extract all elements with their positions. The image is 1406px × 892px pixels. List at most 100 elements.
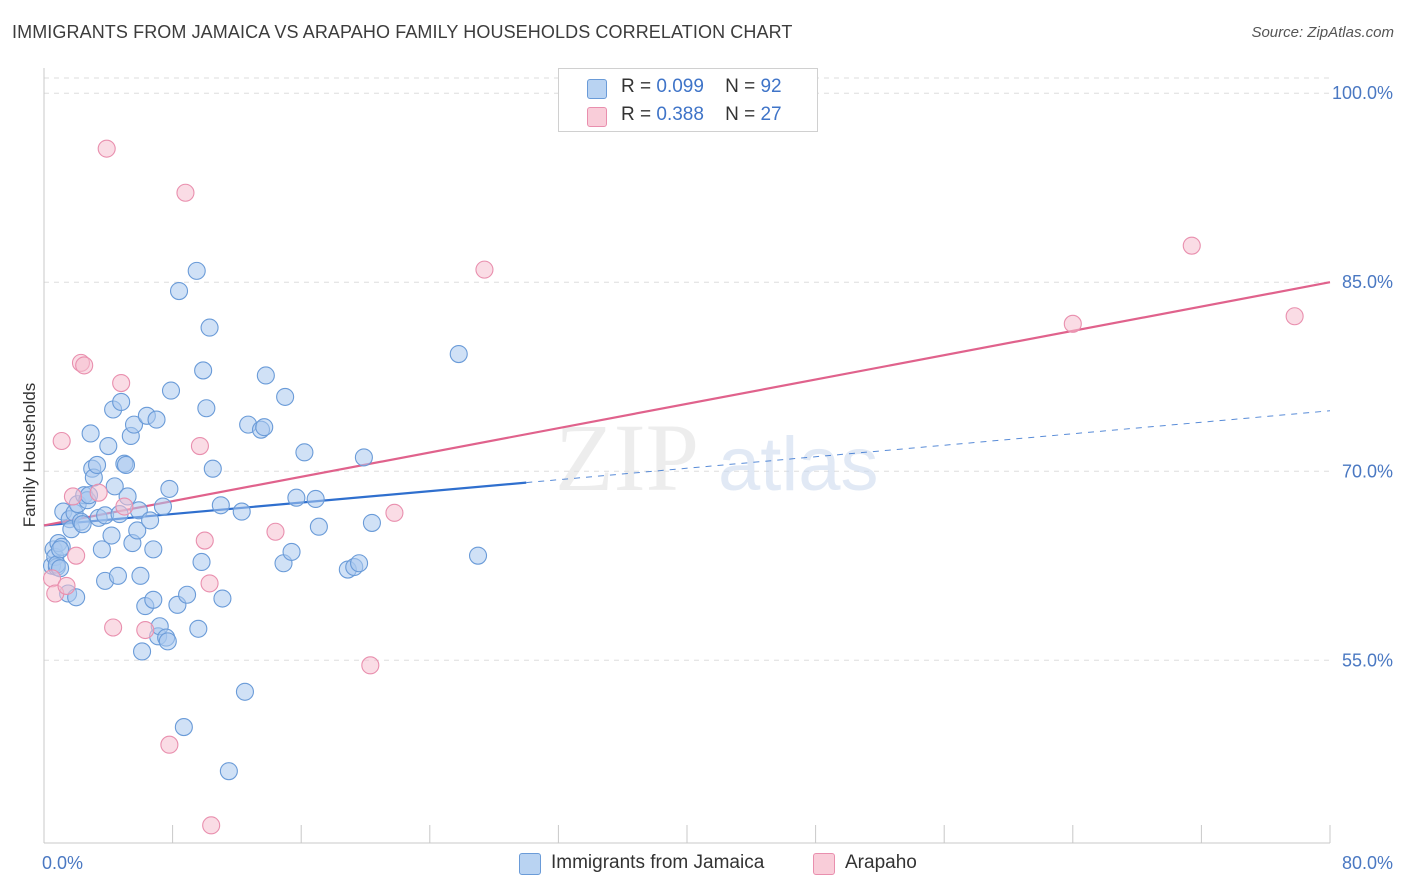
point-arapaho-2: [52, 431, 71, 451]
point-arapaho-11: [112, 373, 131, 393]
point-arapaho-25: [1182, 236, 1201, 255]
point-arapaho-14: [160, 735, 179, 754]
point-jamaica-74: [235, 682, 254, 701]
point-jamaica-89: [354, 448, 373, 467]
point-jamaica-70: [211, 496, 230, 515]
point-jamaica-62: [178, 585, 197, 604]
point-arapaho-20: [266, 522, 285, 541]
point-arapaho-8: [89, 483, 108, 502]
point-jamaica-51: [147, 410, 166, 429]
point-jamaica-26: [92, 540, 111, 559]
point-jamaica-68: [200, 318, 219, 337]
point-jamaica-56: [158, 632, 177, 651]
source-credit: Source: ZipAtlas.com: [1251, 24, 1394, 41]
point-jamaica-8: [51, 540, 70, 559]
point-jamaica-48: [141, 511, 160, 530]
point-jamaica-50: [144, 540, 163, 559]
legend-row-jamaica: R = 0.099 N = 92: [559, 73, 817, 101]
point-jamaica-63: [187, 261, 206, 280]
point-jamaica-54: [153, 497, 173, 516]
bottom-legend-swatch-jamaica: [519, 853, 541, 875]
point-jamaica-57: [160, 479, 179, 498]
point-jamaica-33: [108, 566, 127, 585]
point-arapaho-4: [63, 487, 82, 506]
y-tick-label-85: 85.0%: [1342, 272, 1393, 292]
trend-line-arapaho: [43, 281, 1331, 527]
point-jamaica-71: [213, 589, 232, 608]
point-jamaica-45: [133, 642, 152, 661]
x-tick-label-max: 80.0%: [1342, 853, 1393, 873]
y-tick-label-55: 55.0%: [1342, 650, 1393, 670]
point-jamaica-30: [102, 526, 121, 545]
point-arapaho-17: [195, 531, 214, 550]
point-jamaica-49: [144, 590, 163, 609]
legend: R = 0.099 N = 92 R = 0.388 N = 27: [558, 68, 818, 132]
legend-n-label: N =: [725, 104, 756, 125]
point-jamaica-66: [194, 361, 213, 380]
point-jamaica-85: [309, 517, 328, 536]
point-jamaica-69: [203, 459, 222, 478]
point-jamaica-72: [219, 762, 238, 781]
point-jamaica-65: [192, 552, 211, 572]
point-jamaica-17: [73, 515, 92, 534]
point-jamaica-78: [256, 366, 275, 385]
point-arapaho-3: [57, 576, 76, 595]
x-tick-label-min: 0.0%: [42, 853, 83, 873]
point-jamaica-84: [306, 489, 325, 509]
axes: [43, 68, 1331, 844]
legend-n-value-arapaho: 27: [760, 104, 782, 125]
bottom-legend-label-jamaica: Immigrants from Jamaica: [551, 852, 765, 873]
points-immigrants-from-jamaica: [42, 261, 488, 781]
point-jamaica-77: [255, 418, 274, 437]
point-arapaho-15: [176, 183, 195, 202]
legend-n-label: N =: [725, 76, 756, 97]
legend-r-value-jamaica: 0.099: [656, 76, 704, 97]
point-jamaica-58: [161, 381, 181, 400]
legend-r-label: R =: [621, 104, 652, 125]
point-arapaho-22: [385, 503, 404, 522]
point-jamaica-92: [468, 546, 488, 565]
point-arapaho-19: [202, 816, 221, 835]
point-jamaica-83: [295, 443, 314, 462]
point-jamaica-24: [87, 455, 107, 475]
point-jamaica-35: [112, 392, 131, 411]
tick-labels: 55.0% 70.0% 85.0% 100.0% 0.0% 80.0%: [42, 83, 1393, 873]
point-jamaica-90: [362, 513, 381, 532]
point-arapaho-7: [75, 356, 94, 375]
point-arapaho-23: [475, 260, 494, 279]
gridlines: [44, 77, 1330, 661]
point-jamaica-32: [105, 477, 124, 496]
point-jamaica-80: [276, 387, 295, 406]
y-tick-label-100: 100.0%: [1332, 83, 1393, 103]
trend-line-jamaica-extension: [526, 410, 1331, 484]
point-jamaica-29: [99, 436, 118, 456]
point-arapaho-12: [115, 497, 134, 516]
chart-title: IMMIGRANTS FROM JAMAICA VS ARAPAHO FAMIL…: [12, 22, 793, 42]
point-jamaica-81: [282, 542, 301, 561]
point-jamaica-21: [81, 424, 100, 443]
point-jamaica-67: [197, 399, 216, 418]
point-arapaho-21: [361, 656, 380, 675]
point-jamaica-64: [189, 619, 208, 638]
point-arapaho-26: [1285, 307, 1304, 326]
legend-r-label: R =: [621, 76, 652, 97]
legend-n-value-jamaica: 92: [760, 76, 782, 97]
points-arapaho: [42, 139, 1304, 835]
point-jamaica-82: [287, 488, 306, 507]
legend-row-arapaho: R = 0.388 N = 27: [559, 101, 817, 129]
bottom-legend-label-arapaho: Arapaho: [845, 852, 917, 873]
point-jamaica-61: [174, 718, 193, 737]
point-jamaica-44: [131, 566, 150, 585]
point-jamaica-41: [124, 415, 144, 434]
point-jamaica-60: [169, 281, 189, 301]
legend-r-value-arapaho: 0.388: [656, 104, 704, 125]
watermark: ZIP atlas: [555, 404, 879, 511]
point-arapaho-9: [97, 139, 116, 158]
legend-swatch-jamaica: [587, 79, 607, 99]
legend-swatch-arapaho: [587, 107, 607, 127]
point-jamaica-73: [232, 502, 251, 521]
point-arapaho-10: [104, 618, 123, 637]
point-jamaica-88: [350, 554, 369, 573]
point-arapaho-16: [190, 436, 209, 456]
